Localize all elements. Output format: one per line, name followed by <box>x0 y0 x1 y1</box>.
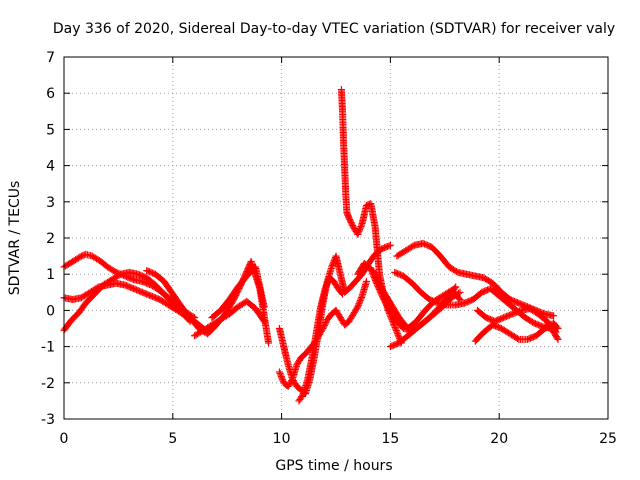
data-point <box>356 226 364 234</box>
y-tick-label: 0 <box>46 303 55 319</box>
data-point <box>391 323 399 331</box>
data-point <box>260 317 268 325</box>
data-point <box>356 224 364 232</box>
data-point <box>324 278 332 286</box>
x-tick-label: 25 <box>599 431 617 447</box>
data-point <box>394 330 402 338</box>
y-tick-label: 1 <box>46 267 55 283</box>
data-point <box>357 293 365 301</box>
y-tick-label: 4 <box>46 159 55 175</box>
data-point <box>328 263 336 271</box>
data-point <box>513 334 521 342</box>
data-point <box>395 333 403 341</box>
series-arc-6 <box>208 263 268 322</box>
data-point <box>452 283 460 291</box>
data-point <box>385 242 393 250</box>
data-point <box>354 301 362 309</box>
x-tick-label: 5 <box>168 431 177 447</box>
data-point <box>320 321 328 329</box>
data-point <box>553 334 561 342</box>
data-point <box>277 371 285 379</box>
data-point <box>392 325 400 333</box>
data-point <box>362 277 370 285</box>
data-point <box>354 230 362 238</box>
data-point <box>328 261 336 269</box>
data-point <box>355 300 363 308</box>
x-axis-label: GPS time / hours <box>275 458 392 474</box>
data-point <box>551 327 559 335</box>
grid-lines <box>64 57 608 419</box>
data-point <box>322 283 330 291</box>
data-point <box>345 214 353 222</box>
data-point <box>349 222 357 230</box>
data-point <box>265 339 273 347</box>
data-point <box>455 289 463 297</box>
series-arc-9 <box>295 274 347 405</box>
y-tick-label: 3 <box>46 195 55 211</box>
y-tick-label: 6 <box>46 86 55 102</box>
x-tick-label: 0 <box>60 431 69 447</box>
data-point <box>355 227 363 235</box>
data-point <box>346 216 354 224</box>
x-tick-label: 15 <box>381 431 399 447</box>
data-point <box>279 376 287 384</box>
data-point <box>456 288 464 296</box>
data-point <box>321 320 329 328</box>
data-point <box>259 316 267 324</box>
data-point <box>356 298 364 306</box>
data-series <box>60 86 562 405</box>
data-point <box>276 369 284 377</box>
data-point <box>298 391 306 399</box>
data-point <box>390 320 398 328</box>
y-tick-label: -2 <box>41 376 55 392</box>
data-point <box>354 229 362 237</box>
data-point <box>357 295 365 303</box>
data-point <box>554 335 562 343</box>
y-tick-label: -3 <box>41 412 55 428</box>
data-point <box>550 312 558 320</box>
data-point <box>322 282 330 290</box>
y-tick-label: 7 <box>46 50 55 66</box>
data-point <box>275 368 283 376</box>
x-tick-label: 20 <box>490 431 508 447</box>
data-point <box>353 304 361 312</box>
data-point <box>348 220 356 228</box>
data-point <box>337 289 345 297</box>
data-point <box>319 325 327 332</box>
series-arc-5 <box>191 297 268 340</box>
data-point <box>347 217 355 225</box>
data-point <box>278 374 286 382</box>
y-tick-label: 5 <box>46 122 55 138</box>
y-tick-label: 2 <box>46 231 55 247</box>
data-point <box>277 373 285 381</box>
data-point <box>354 303 362 311</box>
data-point <box>288 377 296 385</box>
x-tick-label: 10 <box>273 431 291 447</box>
chart-title: Day 336 of 2020, Sidereal Day-to-day VTE… <box>53 21 615 37</box>
data-point <box>339 290 347 298</box>
data-point <box>320 323 328 331</box>
data-point <box>394 331 402 339</box>
data-point <box>321 285 329 293</box>
data-point <box>260 303 268 311</box>
y-tick-label: -1 <box>41 340 55 356</box>
axis-ticks: 0 5 10 15 20 25 -3 -2 -1 0 1 2 3 4 5 6 7 <box>41 50 617 447</box>
series-arc-17 <box>473 305 560 336</box>
data-point <box>357 223 365 231</box>
series-arc-13 <box>386 288 464 351</box>
data-point <box>323 280 331 288</box>
data-point <box>356 297 364 305</box>
y-axis-label: SDTVAR / TECUs <box>7 181 23 296</box>
data-point <box>392 327 400 335</box>
data-point <box>390 322 398 330</box>
data-point <box>386 241 394 249</box>
data-point <box>322 318 330 326</box>
data-point <box>393 328 401 336</box>
data-point <box>357 221 365 229</box>
series-arc-16 <box>471 319 562 345</box>
data-point <box>552 328 560 336</box>
data-point <box>347 219 355 227</box>
